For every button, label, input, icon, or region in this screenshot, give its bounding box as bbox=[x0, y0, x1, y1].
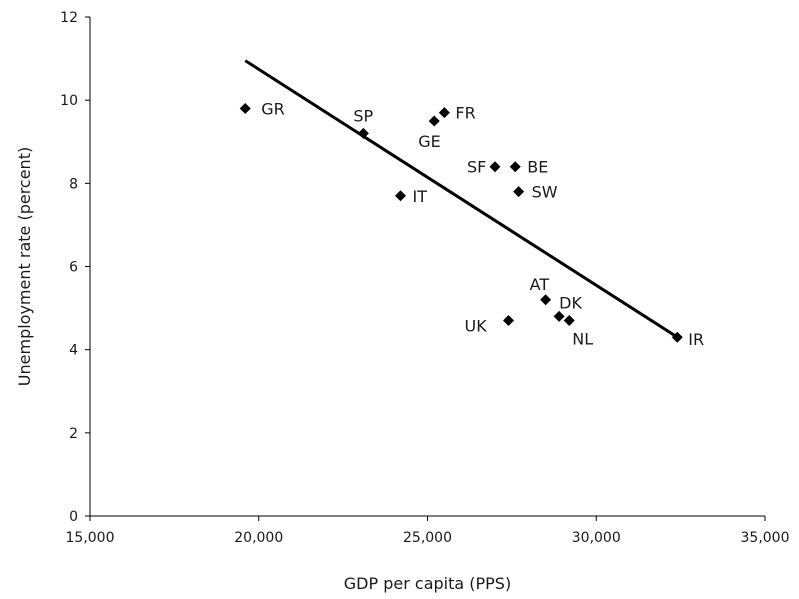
point-label-at: AT bbox=[530, 275, 550, 294]
point-label-it: IT bbox=[413, 187, 428, 206]
data-point-it bbox=[395, 190, 406, 202]
data-point-fr bbox=[438, 107, 450, 119]
data-point-sp bbox=[357, 127, 369, 139]
point-label-dk: DK bbox=[559, 293, 582, 312]
point-label-gr: GR bbox=[261, 99, 285, 118]
data-point-nl bbox=[563, 315, 575, 327]
trendline bbox=[244, 59, 682, 341]
point-label-sw: SW bbox=[532, 183, 558, 202]
data-point-be bbox=[509, 161, 521, 173]
axes: 0 2 4 6 8 10 12 15,000 20,000 25,000 30,000 35,000 bbox=[60, 10, 789, 546]
data-point-uk bbox=[503, 315, 514, 327]
x-tick-label: 30,000 bbox=[572, 530, 621, 546]
data-point-sf bbox=[489, 161, 501, 173]
point-label-be: BE bbox=[527, 158, 548, 177]
trendline-group bbox=[244, 59, 682, 341]
data-point-ir bbox=[671, 331, 683, 343]
y-tick-label: 12 bbox=[60, 10, 78, 26]
y-tick-label: 0 bbox=[69, 509, 78, 525]
x-tick-label: 15,000 bbox=[66, 530, 115, 546]
x-axis-title: GDP per capita (PPS) bbox=[344, 574, 511, 593]
point-label-sp: SP bbox=[353, 106, 373, 125]
y-tick-label: 8 bbox=[69, 176, 78, 192]
y-axis-title: Unemployment rate (percent) bbox=[15, 147, 34, 386]
point-label-nl: NL bbox=[572, 330, 593, 349]
point-label-uk: UK bbox=[465, 317, 488, 336]
y-tick-label: 4 bbox=[69, 343, 78, 359]
x-tick-label: 35,000 bbox=[741, 530, 790, 546]
data-point-at bbox=[540, 294, 552, 306]
point-label-fr: FR bbox=[455, 104, 475, 123]
data-point-dk bbox=[553, 310, 565, 322]
x-tick-label: 25,000 bbox=[403, 530, 452, 546]
y-tick-label: 10 bbox=[60, 93, 78, 109]
point-label-ge: GE bbox=[418, 132, 441, 151]
x-tick-label: 20,000 bbox=[234, 530, 283, 546]
data-point-ge bbox=[428, 115, 440, 127]
data-points: GR SP GE FR SF BE SW IT AT DK NL UK IR bbox=[239, 99, 704, 349]
point-label-sf: SF bbox=[467, 158, 486, 177]
data-point-sw bbox=[513, 186, 525, 198]
y-tick-label: 2 bbox=[69, 426, 78, 442]
y-tick-label: 6 bbox=[69, 260, 78, 276]
point-label-ir: IR bbox=[688, 330, 704, 349]
data-point-gr bbox=[239, 102, 251, 114]
